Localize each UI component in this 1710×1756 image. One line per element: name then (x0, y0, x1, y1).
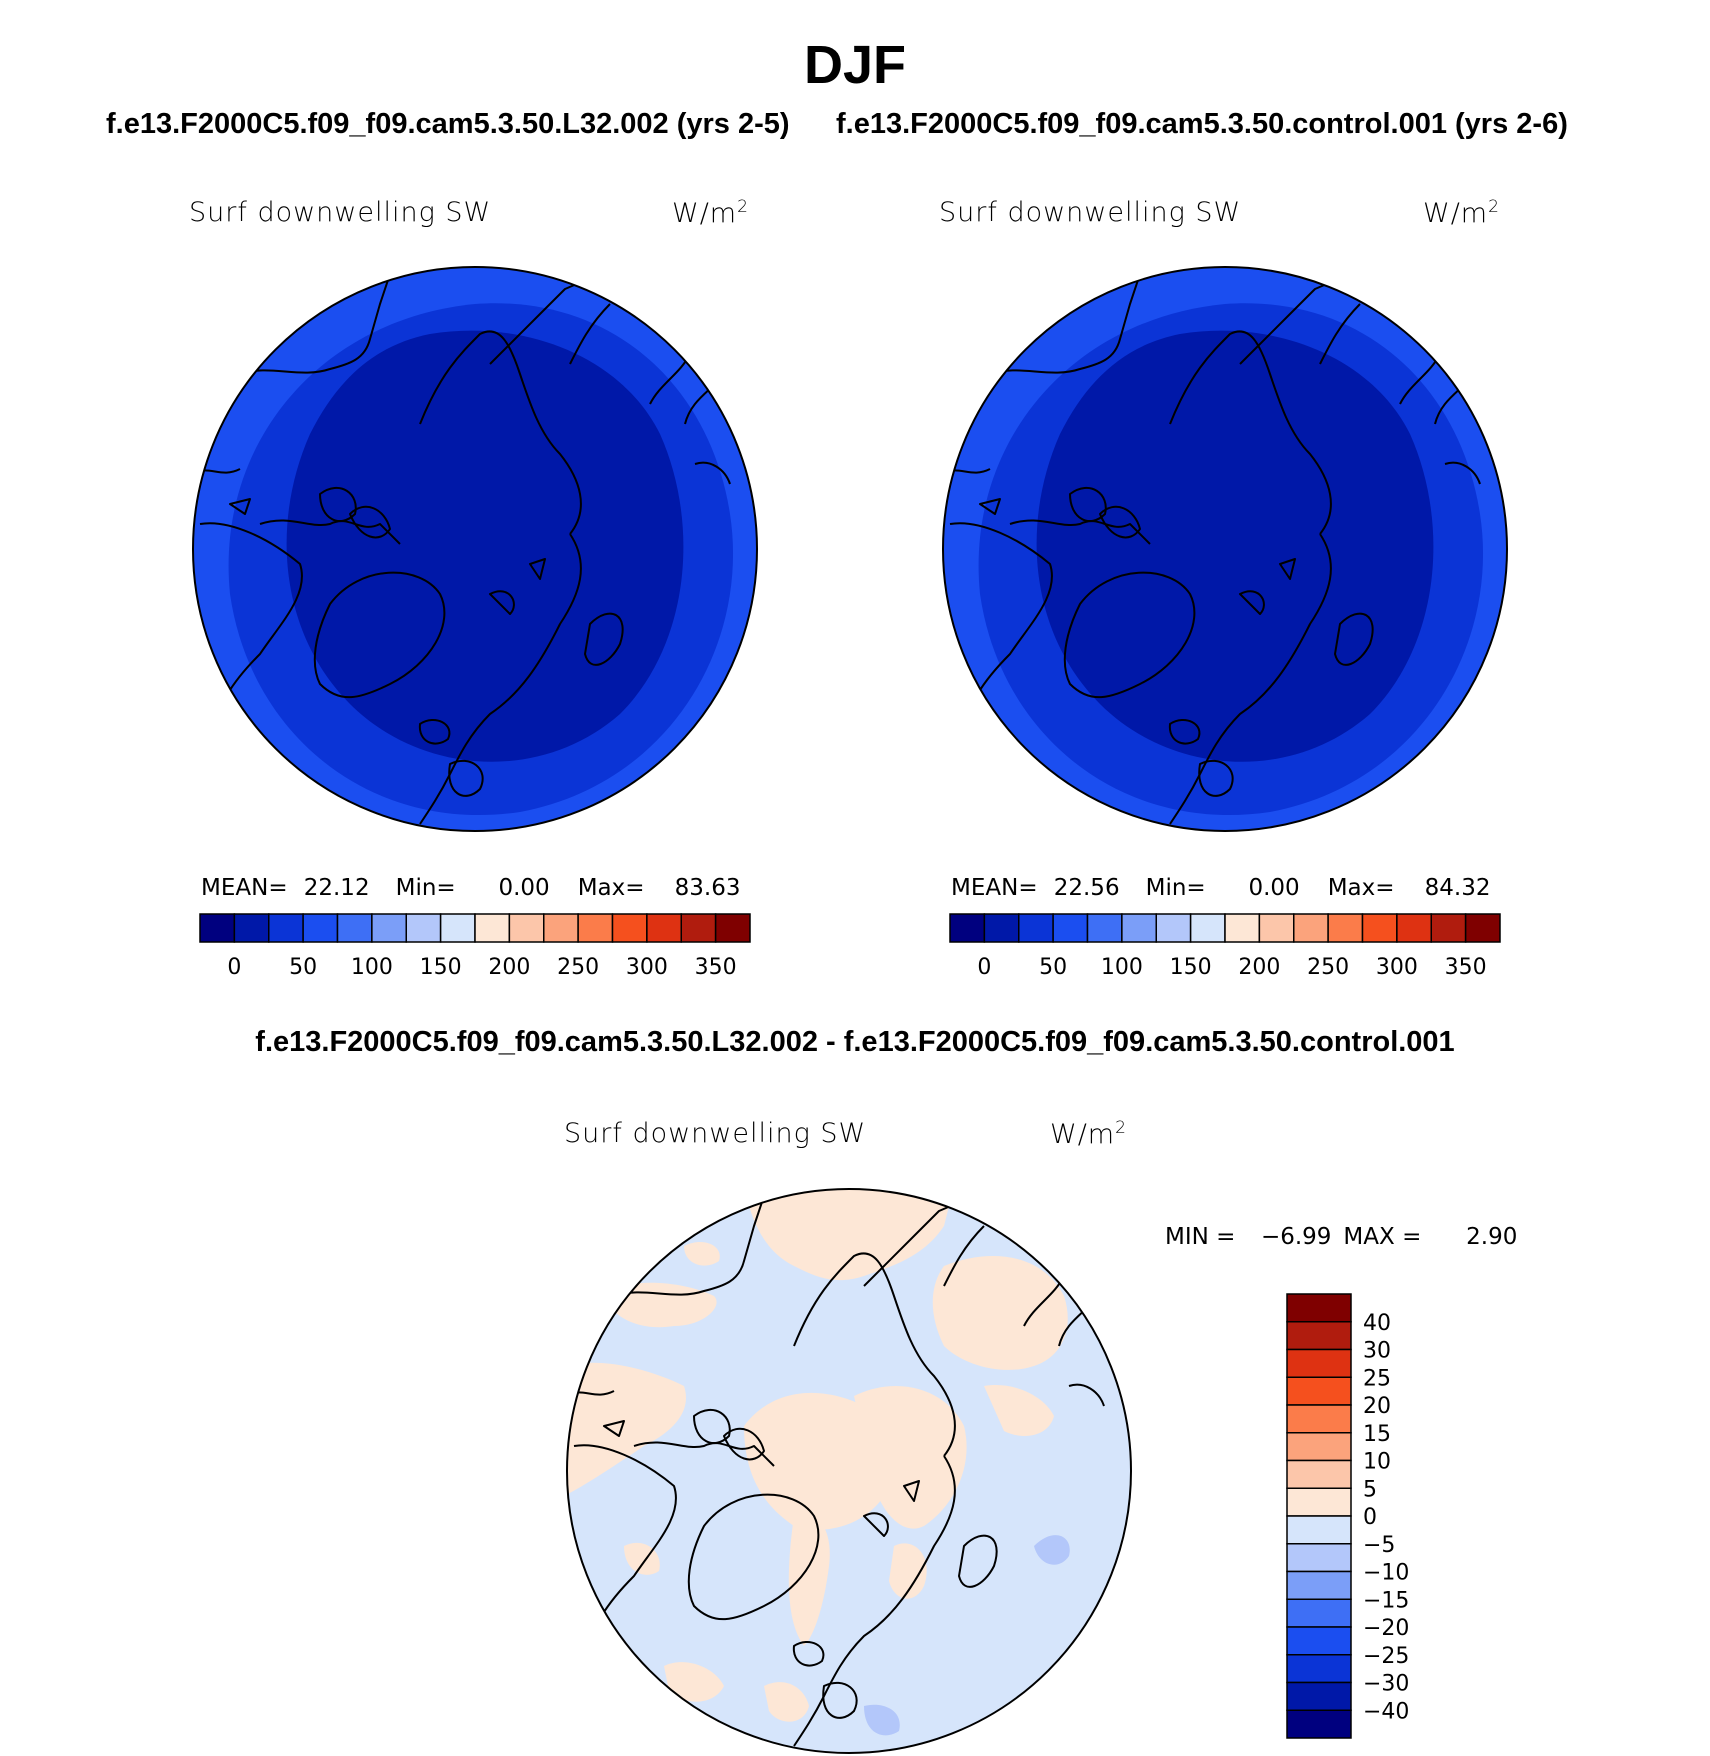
colorbar-swatch (1286, 1515, 1352, 1545)
colorbar-tick-label: −20 (1363, 1616, 1409, 1641)
diff-variable: Surf downwelling SW (564, 1118, 867, 1149)
colorbar-swatch (1018, 913, 1054, 943)
colorbar-swatch (1086, 913, 1123, 943)
colorbar-swatch (1286, 1376, 1352, 1406)
colorbar-tick-label: 40 (1363, 1311, 1391, 1336)
colorbar-tick-label: 350 (1445, 955, 1487, 980)
colorbar-tick-label: 250 (557, 955, 599, 980)
colorbar-swatch (1224, 913, 1261, 943)
colorbar-swatch (302, 913, 339, 943)
panel2-units: W/m2 (1423, 197, 1500, 229)
colorbar-swatch (1286, 1681, 1352, 1711)
colorbar-swatch (680, 913, 717, 943)
colorbar-tick-label: 0 (977, 955, 991, 980)
colorbar-tick-label: 30 (1363, 1339, 1391, 1364)
colorbar-swatch (1286, 1598, 1352, 1628)
panel1-colorbar: 0 50 100 150 200 250 300 350 (199, 913, 751, 980)
colorbar-swatch (611, 913, 648, 943)
colorbar-swatch (714, 913, 751, 943)
colorbar-swatch (1155, 913, 1192, 943)
colorbar-tick-label: 150 (1170, 955, 1212, 980)
colorbar-tick-label: 250 (1307, 955, 1349, 980)
colorbar-swatch (1286, 1543, 1352, 1573)
colorbar-swatch (646, 913, 682, 943)
colorbar-tick-label: 300 (1376, 955, 1418, 980)
colorbar-swatch (1286, 1293, 1352, 1323)
colorbar-tick-label: 350 (695, 955, 737, 980)
colorbar-swatch (1464, 913, 1501, 943)
colorbar-tick-label: −30 (1363, 1672, 1409, 1697)
case-title-left: f.e13.F2000C5.f09_f09.cam5.3.50.L32.002 … (106, 108, 790, 140)
colorbar-swatch (1327, 913, 1364, 943)
main-title: DJF (803, 35, 906, 95)
colorbar-swatch (1430, 913, 1467, 943)
colorbar-swatch (371, 913, 407, 943)
colorbar-swatch (1121, 913, 1157, 943)
panel1-stats: MEAN= 22.12 Min= 0.00 Max= 83.63 (201, 875, 741, 901)
colorbar-swatch (1189, 913, 1226, 943)
colorbar-swatch (1286, 1404, 1352, 1434)
colorbar-swatch (474, 913, 511, 943)
colorbar-tick-label: 5 (1363, 1477, 1377, 1502)
colorbar-tick-label: 50 (289, 955, 317, 980)
colorbar-tick-label: 300 (626, 955, 668, 980)
panel2-stats: MEAN= 22.56 Min= 0.00 Max= 84.32 (951, 875, 1491, 901)
colorbar-swatch (577, 913, 614, 943)
panel2-map (942, 266, 1508, 832)
colorbar-swatch (1052, 913, 1089, 943)
colorbar-tick-label: 10 (1363, 1450, 1391, 1475)
colorbar-swatch (1286, 1709, 1352, 1739)
colorbar-swatch (336, 913, 373, 943)
panel1-map (192, 266, 758, 832)
colorbar-tick-label: 25 (1363, 1366, 1391, 1391)
colorbar-tick-label: −40 (1363, 1699, 1409, 1724)
colorbar-tick-label: 150 (420, 955, 462, 980)
colorbar-swatch (1286, 1487, 1352, 1517)
colorbar-tick-label: 0 (227, 955, 241, 980)
colorbar-tick-label: 0 (1363, 1505, 1377, 1530)
colorbar-swatch (1286, 1570, 1352, 1600)
colorbar-tick-label: 200 (1238, 955, 1280, 980)
colorbar-swatch (1286, 1348, 1352, 1378)
colorbar-tick-label: 100 (351, 955, 393, 980)
colorbar-swatch (1396, 913, 1432, 943)
colorbar-swatch (1286, 1654, 1352, 1684)
colorbar-tick-label: −10 (1363, 1561, 1409, 1586)
colorbar-swatch (1293, 913, 1329, 943)
colorbar-tick-label: 15 (1363, 1422, 1391, 1447)
colorbar-swatch (543, 913, 579, 943)
diff-stats: MIN = −6.99 MAX = 2.90 (1165, 1224, 1518, 1250)
colorbar-tick-label: −15 (1363, 1588, 1409, 1613)
colorbar-swatch (233, 913, 270, 943)
colorbar-swatch (405, 913, 442, 943)
colorbar-tick-label: 50 (1039, 955, 1067, 980)
panel1-variable: Surf downwelling SW (189, 197, 492, 228)
colorbar-swatch (1286, 1459, 1352, 1489)
colorbar-swatch (983, 913, 1020, 943)
colorbar-swatch (268, 913, 304, 943)
colorbar-swatch (1286, 1626, 1352, 1656)
diff-title: f.e13.F2000C5.f09_f09.cam5.3.50.L32.002 … (255, 1026, 1455, 1058)
panel1-units: W/m2 (672, 197, 749, 229)
colorbar-tick-label: −25 (1363, 1644, 1409, 1669)
colorbar-tick-label: 200 (488, 955, 530, 980)
colorbar-swatch (1258, 913, 1295, 943)
colorbar-tick-label: 100 (1101, 955, 1143, 980)
case-title-right: f.e13.F2000C5.f09_f09.cam5.3.50.control.… (836, 108, 1568, 140)
panel2-colorbar: 0 50 100 150 200 250 300 350 (949, 913, 1501, 980)
diff-units: W/m2 (1050, 1118, 1127, 1150)
colorbar-swatch (1286, 1321, 1352, 1351)
colorbar-tick-label: −5 (1363, 1533, 1395, 1558)
colorbar-tick-label: 20 (1363, 1394, 1391, 1419)
colorbar-swatch (199, 913, 236, 943)
colorbar-swatch (1286, 1432, 1352, 1462)
panel2-variable: Surf downwelling SW (939, 197, 1242, 228)
colorbar-swatch (949, 913, 986, 943)
colorbar-swatch (439, 913, 476, 943)
colorbar-swatch (1361, 913, 1398, 943)
colorbar-swatch (508, 913, 545, 943)
diff-map (566, 1188, 1132, 1754)
